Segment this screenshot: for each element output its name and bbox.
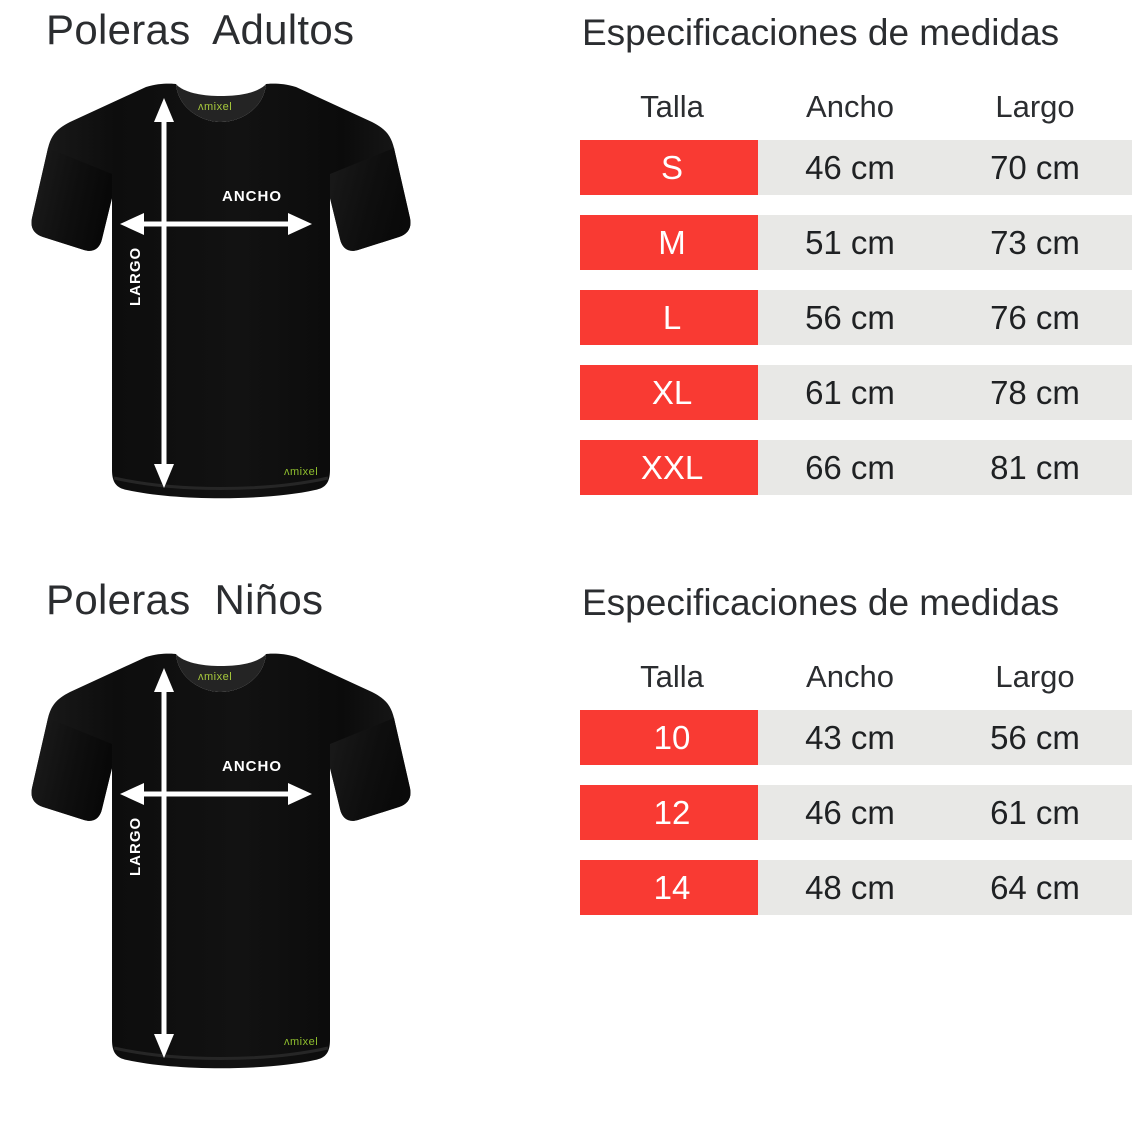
table-row: 14 48 cm 64 cm [570, 850, 1140, 925]
cell-talla: 14 [580, 860, 764, 915]
shirt-body [31, 83, 411, 499]
table-row: S 46 cm 70 cm [570, 130, 1140, 205]
cell-talla: XXL [580, 440, 764, 495]
neck-logo-icon: ʌmixel [198, 101, 232, 113]
largo-arrow-head-bottom [154, 1034, 174, 1058]
column-header-largo: Largo [995, 89, 1075, 124]
cell-talla: 10 [580, 710, 764, 765]
cell-largo: 61 cm [938, 785, 1132, 840]
cell-largo: 56 cm [938, 710, 1132, 765]
largo-label-ninos: LARGO [127, 816, 144, 876]
table-title-ninos: Especificaciones de medidas [582, 582, 1060, 623]
hem-logo-icon: ʌmixel [284, 1036, 318, 1048]
largo-arrow-head-top [154, 668, 174, 692]
size-section-ninos: Poleras Niños [0, 570, 1140, 1140]
cell-ancho: 51 cm [758, 215, 942, 270]
largo-arrow-head-top [154, 98, 174, 122]
neck-logo-icon: ʌmixel [198, 671, 232, 683]
cell-largo: 70 cm [938, 140, 1132, 195]
column-header-talla: Talla [640, 89, 704, 124]
shirt-panel-ninos: Poleras Niños [0, 570, 570, 1140]
column-header-talla: Talla [640, 659, 704, 694]
shirt-body [31, 653, 411, 1069]
largo-label-adultos: LARGO [127, 246, 144, 306]
cell-talla: M [580, 215, 764, 270]
cell-ancho: 46 cm [758, 140, 942, 195]
largo-arrow-head-bottom [154, 464, 174, 488]
size-table-adultos: Talla Ancho Largo S 46 cm 70 cm M 51 cm … [570, 84, 1140, 505]
cell-talla: XL [580, 365, 764, 420]
shirt-right-sleeve [330, 718, 411, 821]
cell-talla: L [580, 290, 764, 345]
cell-ancho: 61 cm [758, 365, 942, 420]
ancho-label-adultos: ANCHO [222, 188, 282, 205]
table-row: L 56 cm 76 cm [570, 280, 1140, 355]
cell-talla: 12 [580, 785, 764, 840]
table-row: M 51 cm 73 cm [570, 205, 1140, 280]
size-table-panel-adultos: Especificaciones de medidas Talla Ancho … [570, 0, 1140, 570]
shirt-right-sleeve [330, 148, 411, 251]
cell-ancho: 56 cm [758, 290, 942, 345]
ancho-arrow-head-right [288, 783, 312, 805]
cell-talla: S [580, 140, 764, 195]
shirt-left-sleeve [31, 718, 113, 821]
tshirt-illustration: ʌmixel ʌmixel [31, 653, 411, 1069]
ancho-arrow-head-left [120, 213, 144, 235]
table-header-row: Talla Ancho Largo [570, 654, 1140, 700]
cell-largo: 76 cm [938, 290, 1132, 345]
cell-ancho: 43 cm [758, 710, 942, 765]
shirt-left-sleeve [31, 148, 113, 251]
table-row: XL 61 cm 78 cm [570, 355, 1140, 430]
cell-largo: 73 cm [938, 215, 1132, 270]
size-section-adultos: Poleras Adultos [0, 0, 1140, 570]
tshirt-diagram-ninos: ʌmixel ʌmixel ANCHO LARGO [26, 648, 416, 1078]
tshirt-diagram-adultos: ʌmixel ʌmixel ANCHO LARGO [26, 78, 416, 508]
ancho-arrow-head-right [288, 213, 312, 235]
shirt-collar [176, 654, 266, 692]
column-header-ancho: Ancho [806, 659, 894, 694]
table-row: XXL 66 cm 81 cm [570, 430, 1140, 505]
cell-largo: 81 cm [938, 440, 1132, 495]
size-table-ninos: Talla Ancho Largo 10 43 cm 56 cm 12 46 c… [570, 654, 1140, 925]
ancho-label-ninos: ANCHO [222, 758, 282, 775]
shirt-hem [113, 476, 329, 490]
tshirt-illustration: ʌmixel ʌmixel [31, 83, 411, 499]
cell-ancho: 46 cm [758, 785, 942, 840]
table-row: 10 43 cm 56 cm [570, 700, 1140, 775]
page-title-adultos: Poleras Adultos [46, 6, 355, 53]
cell-ancho: 48 cm [758, 860, 942, 915]
table-header-row: Talla Ancho Largo [570, 84, 1140, 130]
cell-largo: 78 cm [938, 365, 1132, 420]
ancho-arrow-head-left [120, 783, 144, 805]
cell-largo: 64 cm [938, 860, 1132, 915]
page-title-ninos: Poleras Niños [46, 576, 324, 623]
shirt-panel-adultos: Poleras Adultos [0, 0, 570, 570]
size-table-panel-ninos: Especificaciones de medidas Talla Ancho … [570, 570, 1140, 1140]
column-header-ancho: Ancho [806, 89, 894, 124]
table-title-adultos: Especificaciones de medidas [582, 12, 1060, 53]
table-row: 12 46 cm 61 cm [570, 775, 1140, 850]
shirt-hem [113, 1046, 329, 1060]
cell-ancho: 66 cm [758, 440, 942, 495]
shirt-collar [176, 84, 266, 122]
hem-logo-icon: ʌmixel [284, 466, 318, 478]
column-header-largo: Largo [995, 659, 1075, 694]
